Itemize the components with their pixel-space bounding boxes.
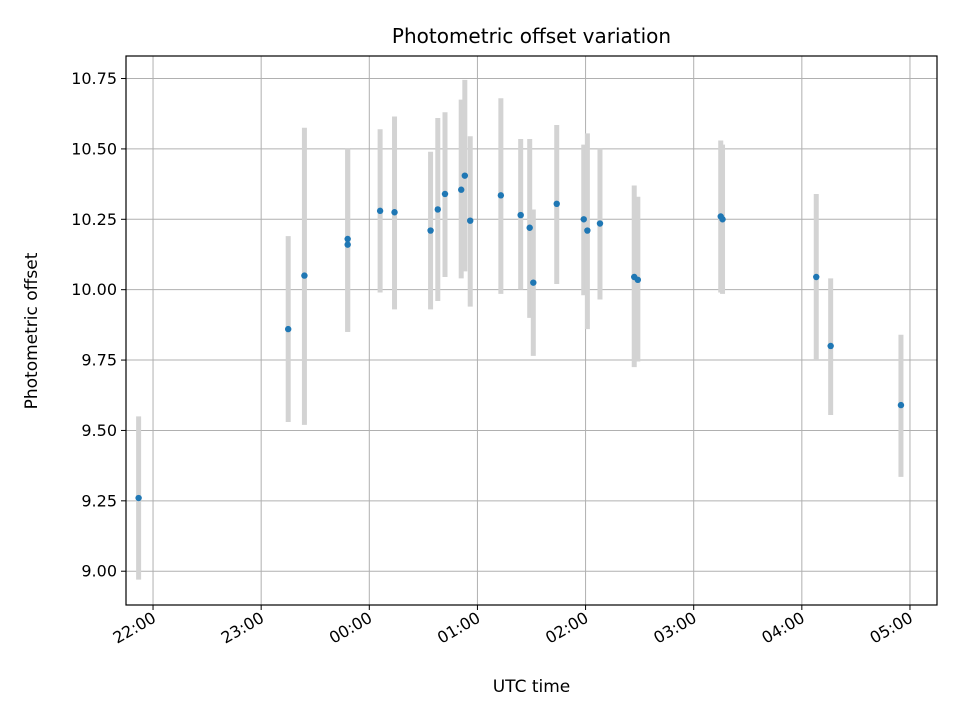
data-point <box>719 216 726 223</box>
x-tick-label: 23:00 <box>218 608 267 648</box>
data-point <box>813 273 820 281</box>
plot-frame <box>125 55 938 606</box>
data-point <box>461 172 469 179</box>
x-tick-label: 22:00 <box>110 608 159 648</box>
data-point <box>897 401 905 409</box>
y-tick-label: 9.25 <box>81 491 117 510</box>
chart-title: Photometric offset variation <box>392 24 671 48</box>
data-point <box>427 227 434 234</box>
x-axis-ticks: 22:00 23:00 00:00 01:00 02:00 03:00 04:00 05:00 <box>110 605 916 648</box>
data-point <box>344 241 351 248</box>
data-point <box>135 494 142 502</box>
y-axis-label: Photometric offset <box>22 252 42 409</box>
y-tick-label: 9.50 <box>81 421 117 440</box>
data-point <box>580 216 587 223</box>
y-axis-ticks: 9.00 9.25 9.50 9.75 10.00 10.25 10.50 10.75 <box>71 69 126 581</box>
data-point <box>827 342 834 350</box>
data-point <box>434 206 441 213</box>
data-point <box>458 186 465 193</box>
y-tick-label: 10.75 <box>71 69 117 88</box>
y-tick-label: 10.50 <box>71 139 117 158</box>
data-point <box>596 220 604 227</box>
data-point <box>376 207 384 215</box>
data-point <box>530 279 537 286</box>
x-axis-label: UTC time <box>493 677 571 697</box>
data-point <box>517 211 524 219</box>
data-point <box>344 235 351 243</box>
y-tick-label: 10.00 <box>71 280 117 299</box>
y-tick-label: 10.25 <box>71 210 117 229</box>
x-tick-label: 03:00 <box>650 608 699 648</box>
data-point <box>467 217 474 224</box>
x-tick-label: 01:00 <box>434 608 483 648</box>
data-point <box>301 272 308 279</box>
x-tick-label: 00:00 <box>326 608 375 648</box>
error-bars <box>136 79 904 580</box>
data-point <box>497 192 505 199</box>
x-tick-label: 04:00 <box>758 608 807 648</box>
data-points <box>135 172 905 502</box>
data-point <box>285 325 292 333</box>
data-point <box>391 209 398 216</box>
data-point <box>526 224 533 231</box>
y-tick-label: 9.75 <box>81 351 117 370</box>
data-point <box>584 227 591 234</box>
x-tick-label: 02:00 <box>542 608 591 648</box>
x-tick-label: 05:00 <box>867 608 916 648</box>
data-point <box>634 276 642 284</box>
y-tick-label: 9.00 <box>81 562 117 581</box>
data-point <box>553 200 560 208</box>
data-point <box>441 190 449 198</box>
